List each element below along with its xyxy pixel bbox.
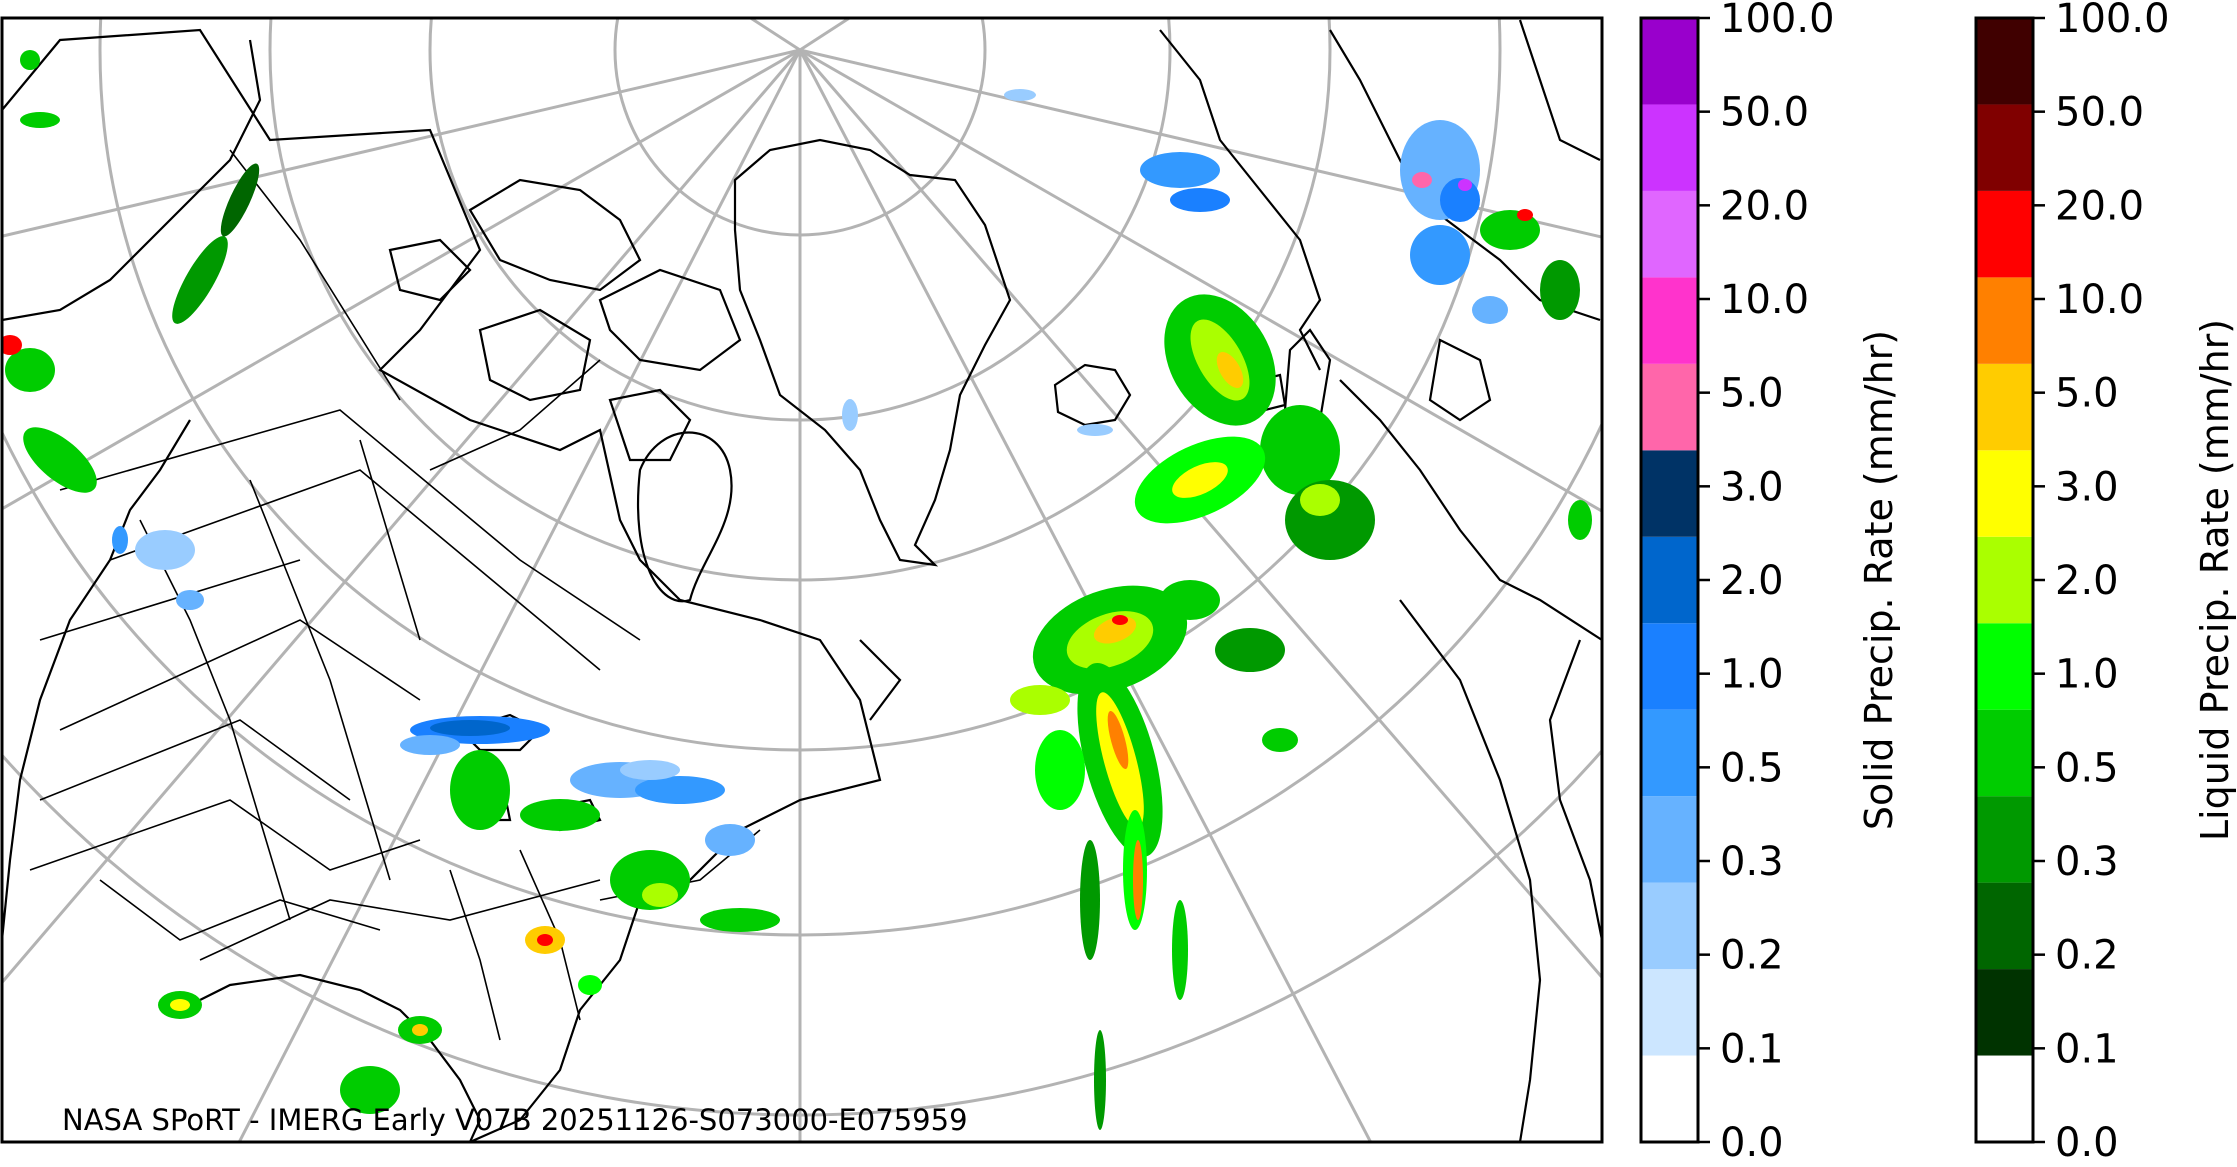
liquid-precip-colorbar: 0.0 0.1 0.2 0.3 0.5 1.0 2.0 3.0 5.0 10.0 20.0 50.0 1… — [1974, 0, 2237, 1166]
liquid-colorbar-tick-label: 3.0 — [2055, 464, 2119, 510]
liquid-colorbar-color-box — [1976, 536, 2033, 624]
liquid-colorbar-color-box — [1976, 969, 2033, 1056]
solid-colorbar-tick-label: 2.0 — [1720, 558, 1784, 604]
solid-colorbar-tick-label: 50.0 — [1720, 90, 1809, 136]
solid-precip-colorbar: 0.0 0.1 0.2 0.3 0.5 1.0 2.0 3.0 5.0 10.0 20.0 50.0 1… — [1639, 0, 1901, 1166]
liquid-colorbar-color-box — [1976, 450, 2033, 537]
map-panel — [2, 18, 1602, 1142]
liquid-colorbar-tick-label: 100.0 — [2055, 0, 2170, 42]
liquid-colorbar-color-box — [1976, 709, 2033, 797]
liquid-colorbar-color-box — [1976, 18, 2033, 105]
solid-colorbar-tick-label: 20.0 — [1720, 183, 1809, 229]
solid-colorbar-tick-label: 3.0 — [1720, 464, 1784, 510]
solid-colorbar-ticks: 0.0 0.1 0.2 0.3 0.5 1.0 2.0 3.0 5.0 10.0 20.0 50.0 1… — [1698, 0, 1835, 1166]
solid-colorbar-color-box — [1641, 18, 1698, 105]
liquid-colorbar-tick-label: 50.0 — [2055, 90, 2144, 136]
solid-colorbar-color-box — [1641, 277, 1698, 364]
liquid-colorbar-color-box — [1976, 104, 2033, 191]
map-frame — [0, 16, 1604, 1144]
solid-colorbar-color-box — [1641, 709, 1698, 797]
solid-precip-areas — [112, 89, 1508, 856]
liquid-colorbar-tick-label: 0.1 — [2055, 1026, 2119, 1072]
liquid-colorbar-tick-label: 10.0 — [2055, 277, 2144, 323]
solid-colorbar-tick-label: 0.2 — [1720, 933, 1784, 979]
liquid-colorbar-color-box — [1976, 190, 2033, 278]
solid-colorbar-tick-label: 0.1 — [1720, 1026, 1784, 1072]
liquid-colorbar-title: Liquid Precip. Rate (mm/hr) — [2193, 319, 2237, 841]
liquid-colorbar-tick-label: 0.2 — [2055, 933, 2119, 979]
liquid-colorbar-tick-label: 0.5 — [2055, 745, 2119, 791]
solid-colorbar-color-box — [1641, 796, 1698, 883]
solid-colorbar-tick-label: 0.0 — [1720, 1120, 1784, 1166]
solid-colorbar-tick-label: 1.0 — [1720, 652, 1784, 698]
solid-colorbar-tick-label: 5.0 — [1720, 371, 1784, 417]
liquid-colorbar-tick-label: 0.0 — [2055, 1120, 2119, 1166]
credit-text: NASA SPoRT - IMERG Early V07B 20251126-S… — [62, 1103, 968, 1137]
graticule-meridians — [2, 18, 1602, 1142]
solid-colorbar-color-box — [1641, 969, 1698, 1056]
solid-colorbar-tick-label: 0.5 — [1720, 745, 1784, 791]
solid-colorbar-color-box — [1641, 104, 1698, 191]
liquid-colorbar-color-box — [1976, 882, 2033, 970]
solid-colorbar-color-box — [1641, 363, 1698, 451]
liquid-colorbar-boxes — [1976, 18, 2033, 1142]
liquid-colorbar-color-box — [1976, 1055, 2033, 1142]
liquid-colorbar-color-box — [1976, 277, 2033, 364]
solid-colorbar-boxes — [1641, 18, 1698, 1142]
liquid-colorbar-tick-label: 1.0 — [2055, 652, 2119, 698]
solid-colorbar-tick-label: 100.0 — [1720, 0, 1835, 42]
solid-colorbar-color-box — [1641, 190, 1698, 278]
liquid-colorbar-tick-label: 5.0 — [2055, 371, 2119, 417]
solid-colorbar-color-box — [1641, 536, 1698, 624]
liquid-colorbar-color-box — [1976, 796, 2033, 883]
liquid-precip-areas — [2, 50, 1592, 1130]
solid-colorbar-color-box — [1641, 623, 1698, 710]
liquid-colorbar-tick-label: 2.0 — [2055, 558, 2119, 604]
solid-colorbar-color-box — [1641, 882, 1698, 970]
solid-colorbar-tick-label: 0.3 — [1720, 839, 1784, 885]
solid-colorbar-title: Solid Precip. Rate (mm/hr) — [1857, 330, 1901, 830]
solid-colorbar-color-box — [1641, 450, 1698, 537]
liquid-colorbar-color-box — [1976, 363, 2033, 451]
liquid-colorbar-ticks: 0.0 0.1 0.2 0.3 0.5 1.0 2.0 3.0 5.0 10.0 20.0 50.0 1… — [2033, 0, 2170, 1166]
solid-colorbar-tick-label: 10.0 — [1720, 277, 1809, 323]
solid-colorbar-color-box — [1641, 1055, 1698, 1142]
liquid-colorbar-color-box — [1976, 623, 2033, 710]
liquid-colorbar-tick-label: 0.3 — [2055, 839, 2119, 885]
liquid-colorbar-tick-label: 20.0 — [2055, 183, 2144, 229]
